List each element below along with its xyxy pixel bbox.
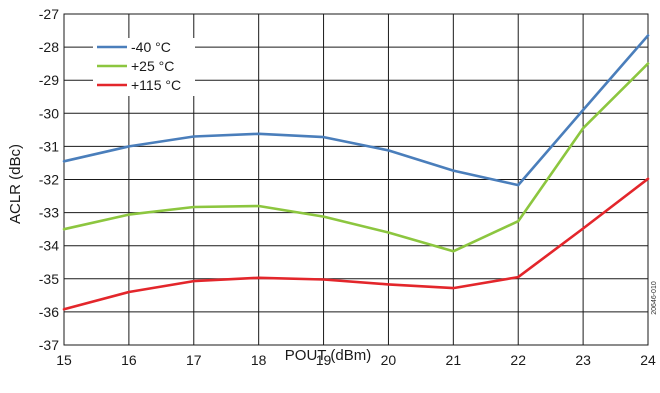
- x-tick-label: 18: [251, 352, 267, 368]
- x-tick-label: 15: [56, 352, 72, 368]
- y-tick-label: -33: [39, 205, 59, 221]
- x-tick-label: 16: [121, 352, 137, 368]
- legend-label: +115 °C: [131, 77, 181, 93]
- grid-lines: [64, 14, 648, 345]
- legend: -40 °C +25 °C +115 °C: [93, 38, 195, 96]
- y-tick-label: -35: [39, 271, 59, 287]
- legend-label: -40 °C: [131, 39, 171, 55]
- x-tick-label: 19: [316, 352, 332, 368]
- x-tick-label: 23: [575, 352, 591, 368]
- figure-id: 20646-010: [651, 281, 658, 315]
- x-tick-label: 17: [186, 352, 202, 368]
- y-tick-label: -28: [39, 39, 59, 55]
- y-axis-label: ACLR (dBc): [7, 144, 24, 224]
- y-tick-label: -30: [39, 105, 59, 121]
- y-tick-label: -34: [39, 238, 59, 254]
- y-tick-label: -29: [39, 72, 59, 88]
- x-axis-label: POUT (dBm): [285, 347, 371, 364]
- legend-label: +25 °C: [131, 58, 174, 74]
- y-tick-label: -37: [39, 337, 59, 353]
- series-line-0: [62, 34, 650, 187]
- x-tick-labels: 15 16 17 18 19 20 21 22 23 24: [56, 352, 656, 368]
- y-tick-labels: -27 -28 -29 -30 -31 -32 -33 -34 -35 -36 -37: [39, 6, 59, 353]
- y-tick-label: -31: [39, 138, 59, 154]
- x-tick-label: 21: [446, 352, 462, 368]
- y-tick-label: -27: [39, 6, 59, 22]
- x-tick-label: 22: [510, 352, 526, 368]
- y-tick-label: -36: [39, 304, 59, 320]
- series-line-2: [62, 177, 650, 311]
- series-layer: [62, 34, 650, 311]
- series-line-1: [62, 62, 650, 253]
- x-tick-label: 24: [640, 352, 656, 368]
- x-tick-label: 20: [381, 352, 397, 368]
- y-tick-label: -32: [39, 172, 59, 188]
